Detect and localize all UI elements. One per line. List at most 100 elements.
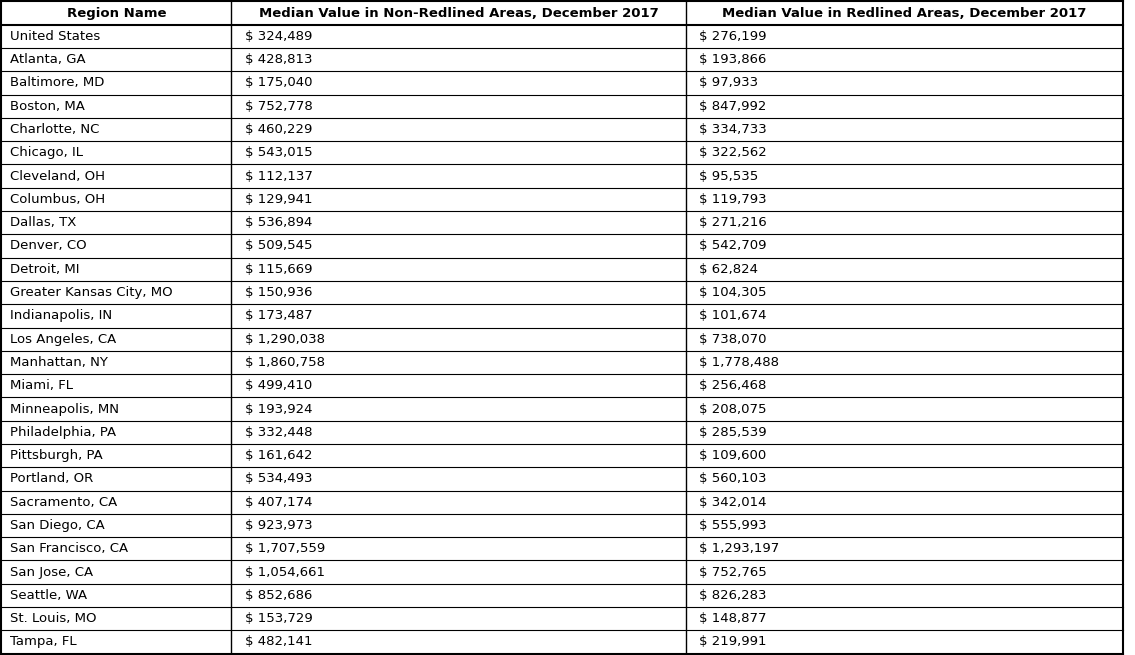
Text: St. Louis, MO: St. Louis, MO bbox=[10, 612, 96, 625]
Text: Portland, OR: Portland, OR bbox=[10, 472, 93, 485]
Bar bbox=[232, 491, 686, 514]
Bar bbox=[686, 421, 1123, 444]
Bar bbox=[232, 25, 686, 48]
Text: $ 923,973: $ 923,973 bbox=[245, 519, 312, 532]
Bar bbox=[232, 304, 686, 328]
Bar bbox=[686, 607, 1123, 630]
Bar bbox=[686, 211, 1123, 234]
Text: $ 161,642: $ 161,642 bbox=[245, 449, 312, 462]
Text: $ 334,733: $ 334,733 bbox=[699, 123, 767, 136]
Text: Seattle, WA: Seattle, WA bbox=[10, 589, 87, 602]
Bar bbox=[686, 584, 1123, 607]
Text: $ 852,686: $ 852,686 bbox=[245, 589, 312, 602]
Text: $ 1,860,758: $ 1,860,758 bbox=[245, 356, 325, 369]
Text: $ 112,137: $ 112,137 bbox=[245, 170, 312, 183]
Bar bbox=[232, 398, 686, 421]
Text: $ 555,993: $ 555,993 bbox=[699, 519, 766, 532]
Text: $ 1,290,038: $ 1,290,038 bbox=[245, 333, 325, 346]
Text: $ 322,562: $ 322,562 bbox=[699, 146, 767, 159]
Text: $ 542,709: $ 542,709 bbox=[699, 240, 766, 252]
Bar bbox=[232, 281, 686, 304]
Text: $ 271,216: $ 271,216 bbox=[699, 216, 767, 229]
Text: $ 342,014: $ 342,014 bbox=[699, 496, 766, 509]
Text: $ 332,448: $ 332,448 bbox=[245, 426, 312, 439]
Text: $ 150,936: $ 150,936 bbox=[245, 286, 312, 299]
Bar bbox=[1, 71, 232, 94]
Bar bbox=[1, 281, 232, 304]
Text: Median Value in Non-Redlined Areas, December 2017: Median Value in Non-Redlined Areas, Dece… bbox=[259, 7, 658, 20]
Bar bbox=[232, 351, 686, 374]
Bar bbox=[1, 537, 232, 561]
Bar bbox=[1, 607, 232, 630]
Text: Detroit, MI: Detroit, MI bbox=[10, 263, 79, 276]
Bar bbox=[686, 630, 1123, 654]
Text: $ 256,468: $ 256,468 bbox=[699, 379, 766, 392]
Text: $ 101,674: $ 101,674 bbox=[699, 309, 766, 322]
Bar bbox=[232, 48, 686, 71]
Text: Greater Kansas City, MO: Greater Kansas City, MO bbox=[10, 286, 173, 299]
Bar bbox=[1, 351, 232, 374]
Bar bbox=[686, 328, 1123, 351]
Bar bbox=[686, 94, 1123, 118]
Bar bbox=[232, 118, 686, 141]
Bar bbox=[1, 398, 232, 421]
Bar bbox=[232, 467, 686, 491]
Text: $ 276,199: $ 276,199 bbox=[699, 30, 766, 43]
Text: $ 509,545: $ 509,545 bbox=[245, 240, 312, 252]
Text: Chicago, IL: Chicago, IL bbox=[10, 146, 83, 159]
Bar bbox=[232, 421, 686, 444]
Text: $ 428,813: $ 428,813 bbox=[245, 53, 312, 66]
Bar bbox=[232, 71, 686, 94]
Text: $ 219,991: $ 219,991 bbox=[699, 635, 766, 648]
Text: $ 534,493: $ 534,493 bbox=[245, 472, 312, 485]
Bar bbox=[686, 141, 1123, 164]
Text: Los Angeles, CA: Los Angeles, CA bbox=[10, 333, 117, 346]
Text: $ 115,669: $ 115,669 bbox=[245, 263, 312, 276]
Bar bbox=[1, 25, 232, 48]
Text: $ 148,877: $ 148,877 bbox=[699, 612, 766, 625]
Bar bbox=[232, 234, 686, 257]
Text: $ 129,941: $ 129,941 bbox=[245, 193, 312, 206]
Text: $ 208,075: $ 208,075 bbox=[699, 403, 766, 415]
Text: Median Value in Redlined Areas, December 2017: Median Value in Redlined Areas, December… bbox=[722, 7, 1086, 20]
Text: Cleveland, OH: Cleveland, OH bbox=[10, 170, 106, 183]
Text: San Francisco, CA: San Francisco, CA bbox=[10, 542, 128, 555]
Text: $ 97,933: $ 97,933 bbox=[699, 77, 758, 90]
Text: $ 173,487: $ 173,487 bbox=[245, 309, 312, 322]
Bar bbox=[1, 491, 232, 514]
Text: United States: United States bbox=[10, 30, 101, 43]
Bar bbox=[686, 444, 1123, 467]
Bar bbox=[1, 164, 232, 188]
Text: $ 95,535: $ 95,535 bbox=[699, 170, 758, 183]
Bar bbox=[686, 234, 1123, 257]
Bar bbox=[686, 304, 1123, 328]
Text: $ 193,866: $ 193,866 bbox=[699, 53, 766, 66]
Bar bbox=[686, 514, 1123, 537]
Text: $ 1,707,559: $ 1,707,559 bbox=[245, 542, 325, 555]
Bar bbox=[686, 48, 1123, 71]
Bar bbox=[686, 25, 1123, 48]
Text: $ 104,305: $ 104,305 bbox=[699, 286, 766, 299]
Bar bbox=[686, 561, 1123, 584]
Bar bbox=[686, 281, 1123, 304]
Text: $ 1,293,197: $ 1,293,197 bbox=[699, 542, 780, 555]
Bar bbox=[1, 234, 232, 257]
Text: $ 826,283: $ 826,283 bbox=[699, 589, 766, 602]
Bar bbox=[686, 374, 1123, 398]
Bar bbox=[232, 630, 686, 654]
Text: $ 153,729: $ 153,729 bbox=[245, 612, 312, 625]
Bar bbox=[1, 630, 232, 654]
Text: $ 1,054,661: $ 1,054,661 bbox=[245, 565, 325, 578]
Bar bbox=[1, 374, 232, 398]
Bar bbox=[686, 71, 1123, 94]
Bar bbox=[1, 257, 232, 281]
Text: $ 752,778: $ 752,778 bbox=[245, 100, 312, 113]
Text: Baltimore, MD: Baltimore, MD bbox=[10, 77, 104, 90]
Bar bbox=[1, 514, 232, 537]
Bar bbox=[686, 398, 1123, 421]
Bar bbox=[232, 1, 686, 25]
Bar bbox=[686, 164, 1123, 188]
Bar bbox=[686, 537, 1123, 561]
Bar bbox=[1, 141, 232, 164]
Text: $ 543,015: $ 543,015 bbox=[245, 146, 312, 159]
